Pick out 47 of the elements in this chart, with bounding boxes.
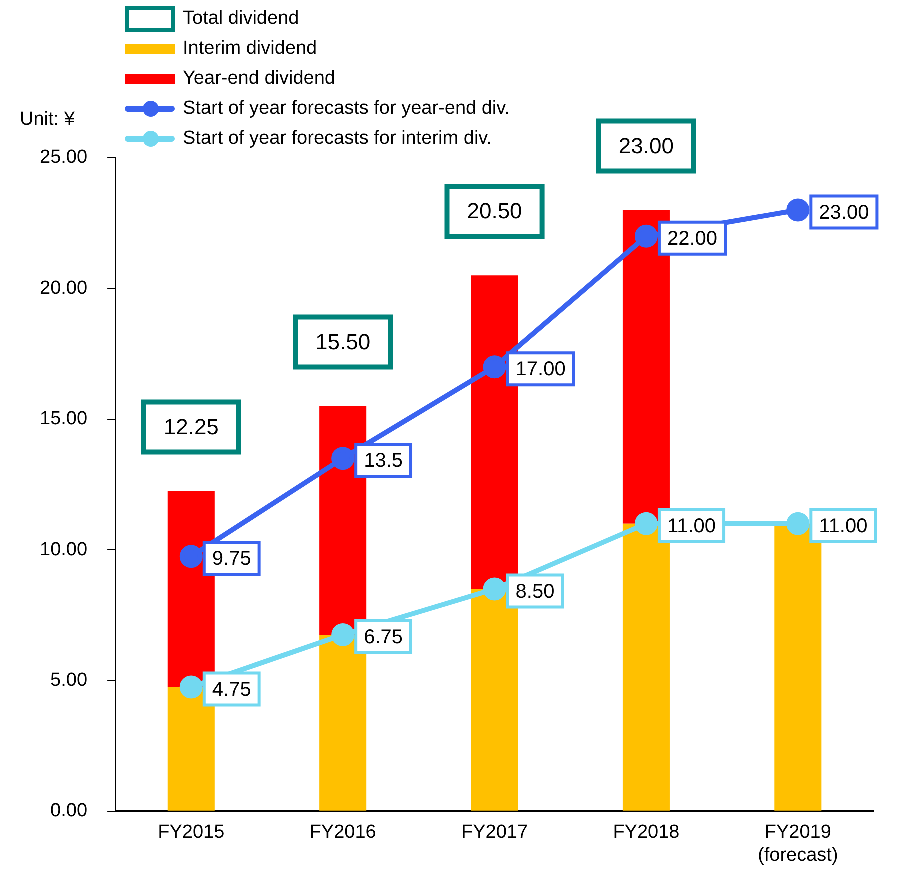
- point: [483, 578, 506, 601]
- total-label: 12.25: [164, 414, 219, 440]
- data-label: 11.00: [667, 515, 716, 538]
- text: Total dividend: [183, 8, 300, 30]
- point: [332, 447, 355, 470]
- legend-label: Interim dividend: [183, 38, 318, 60]
- point: [332, 623, 355, 646]
- legend-label: Year-end dividend: [183, 68, 336, 90]
- bar: [622, 524, 670, 811]
- x-tick-label: FY2016: [310, 822, 376, 844]
- total-label: 15.50: [316, 329, 371, 354]
- total-label: 20.50: [467, 198, 522, 224]
- point: [483, 356, 506, 379]
- data-label: 13.5: [364, 450, 404, 472]
- data-label: 6.75: [364, 626, 404, 648]
- bar: [471, 589, 518, 811]
- point: [786, 198, 810, 222]
- x-tick-label: FY2019 (forecast): [758, 822, 838, 866]
- total-label: 23.00: [618, 133, 674, 158]
- legend-label: Start of year forecasts for interim div.: [183, 128, 492, 150]
- y-tick-label: 20.00: [40, 278, 88, 299]
- x-tick-label: FY2018: [613, 822, 680, 844]
- point: [180, 545, 203, 568]
- point: [634, 224, 658, 248]
- y-tick-label: 0.00: [50, 800, 88, 822]
- bar: [320, 634, 367, 811]
- point: [786, 512, 810, 536]
- y-axis-title: Unit: ¥: [20, 109, 76, 130]
- y-tick-label: 15.00: [40, 408, 88, 430]
- y-tick-label: 10.00: [40, 539, 88, 560]
- point: [180, 676, 203, 699]
- bar: [471, 276, 518, 590]
- data-label: 22.00: [667, 228, 718, 250]
- y-tick-label: 5.00: [50, 670, 88, 691]
- data-label: 11.00: [819, 515, 868, 538]
- data-label: 4.75: [212, 678, 252, 701]
- y-tick-label: 25.00: [40, 147, 88, 168]
- x-tick-label: FY2017: [462, 822, 528, 844]
- bar: [622, 210, 670, 524]
- legend-label: Start of year forecasts for year-end div.: [183, 98, 510, 120]
- x-tick-label: FY2015: [158, 822, 225, 844]
- point: [634, 512, 658, 536]
- data-label: 9.75: [212, 548, 252, 570]
- data-label: 23.00: [819, 202, 870, 224]
- bar: [774, 524, 822, 811]
- data-label: 8.50: [516, 580, 555, 603]
- data-label: 17.00: [516, 358, 566, 381]
